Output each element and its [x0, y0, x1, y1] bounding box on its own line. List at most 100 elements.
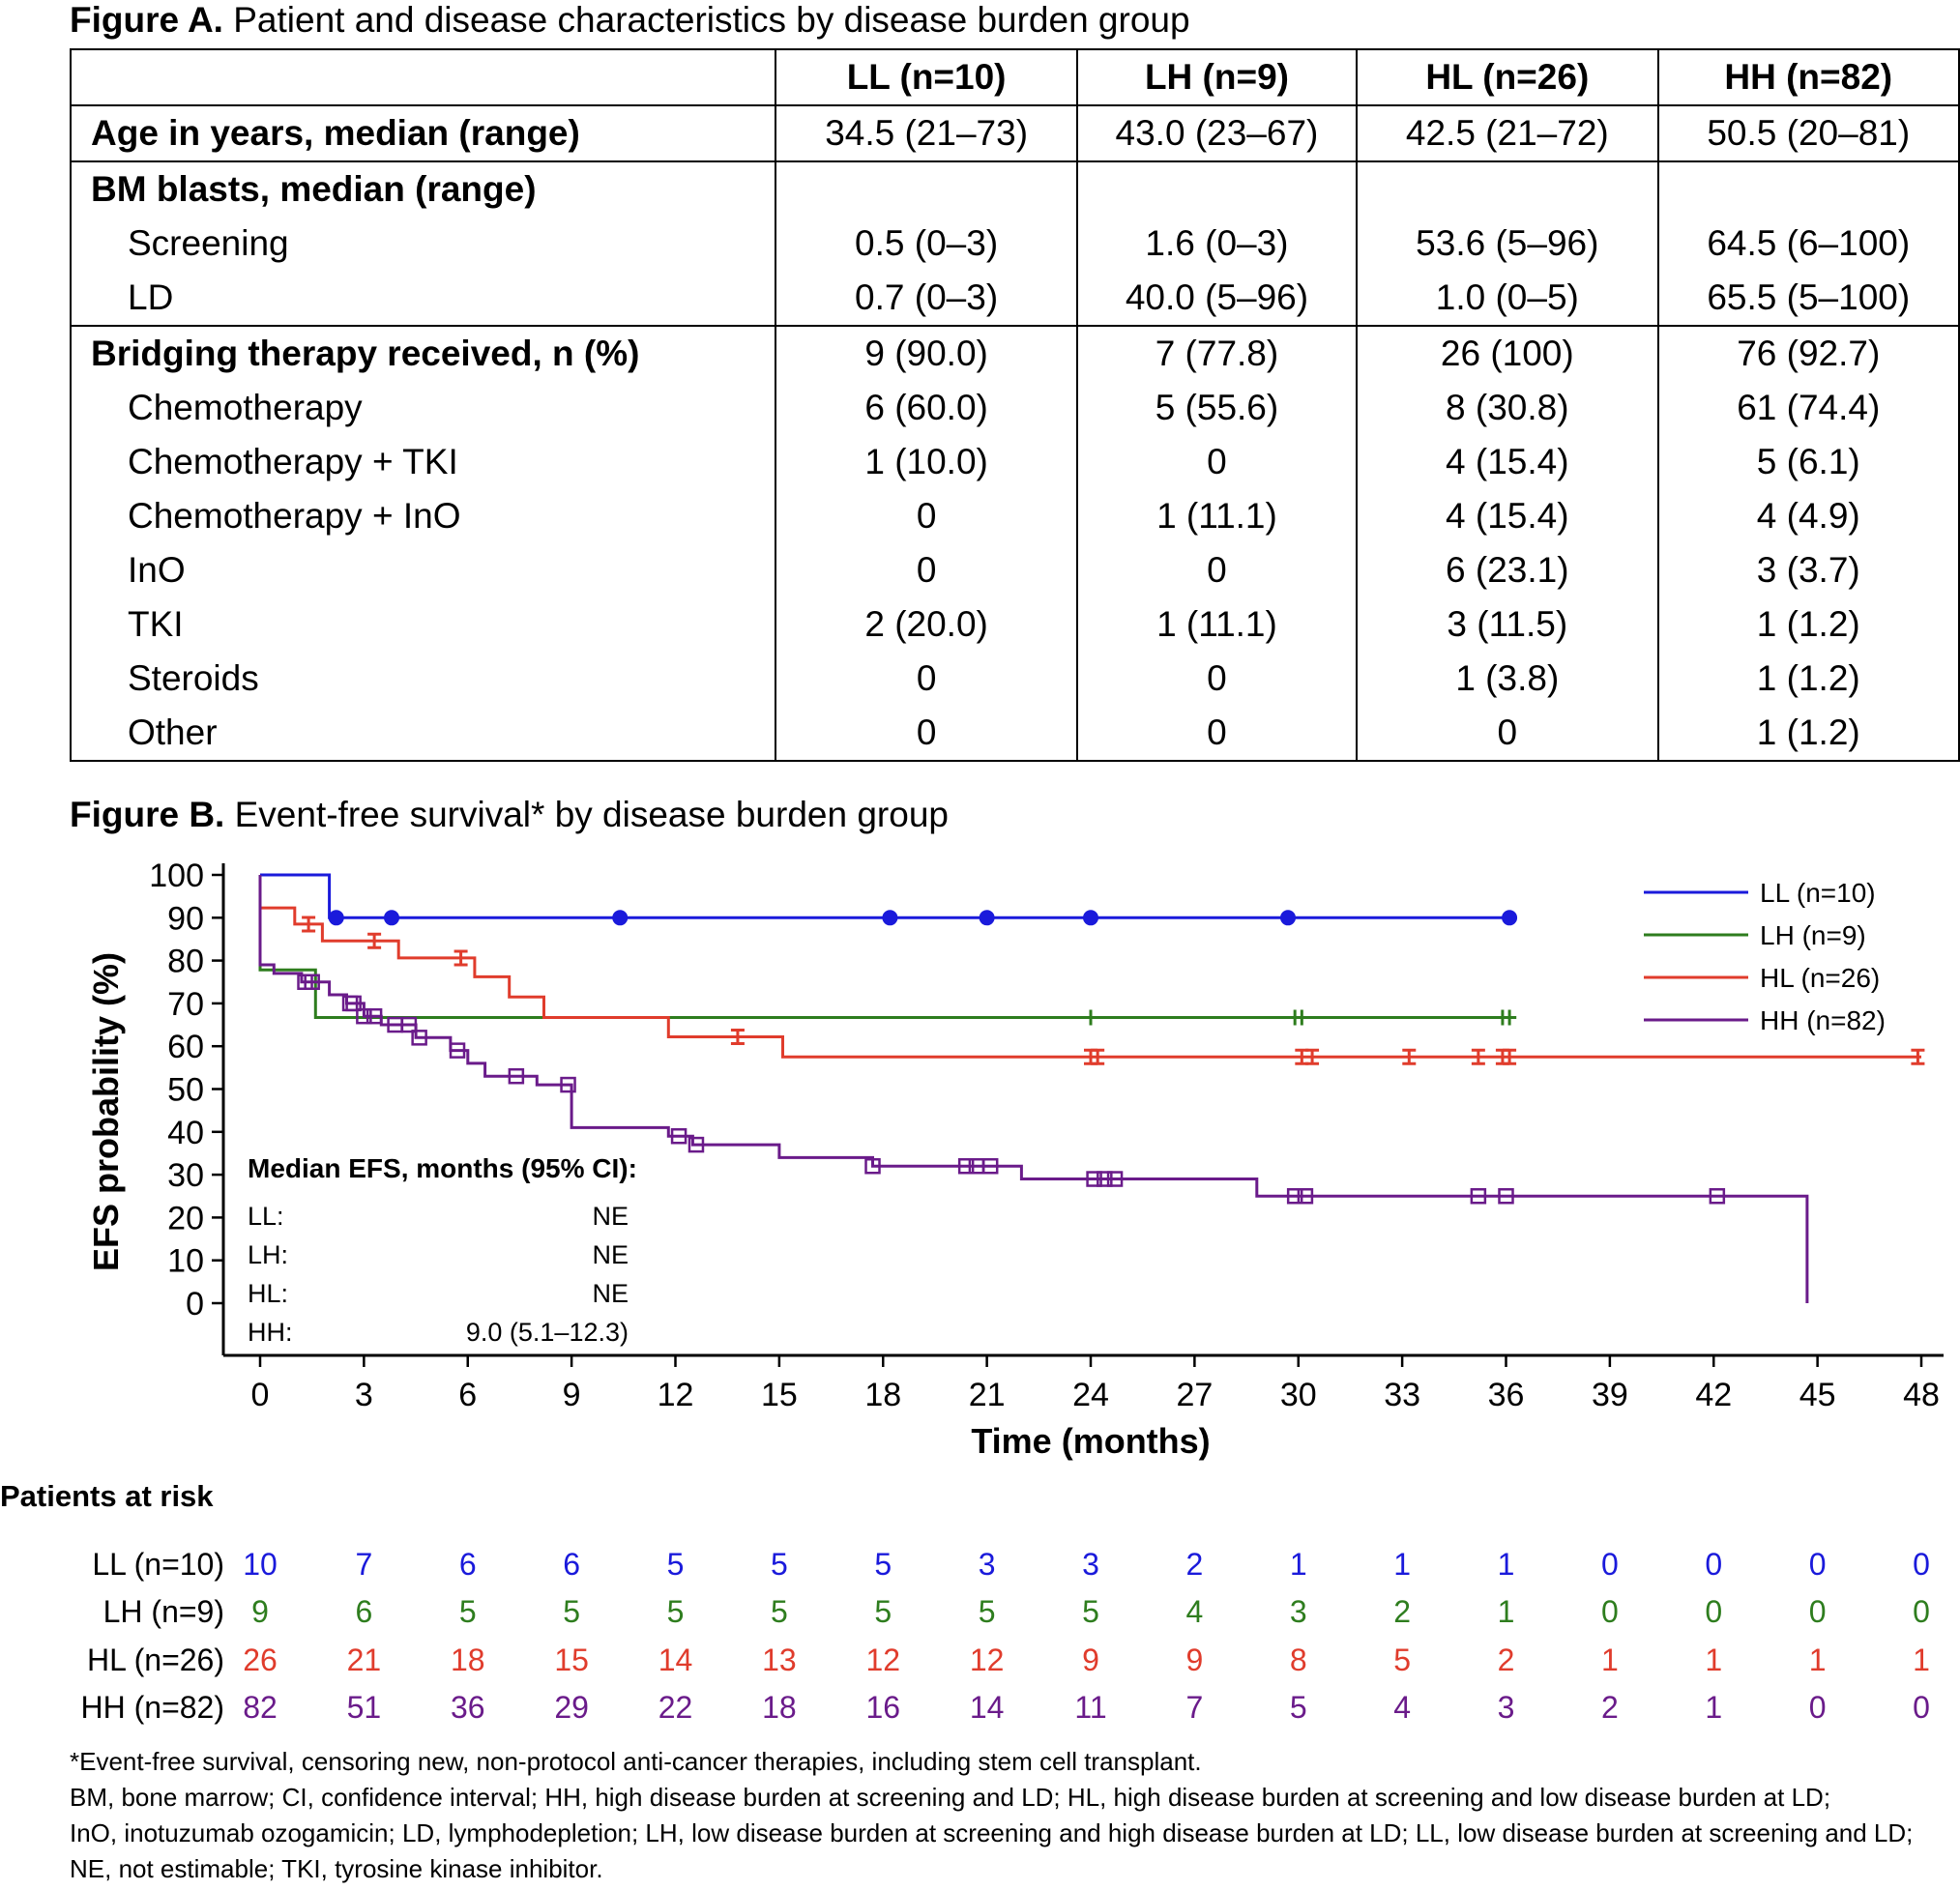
at-risk-value: 6 [355, 1594, 373, 1629]
censor-marker [687, 1136, 705, 1153]
y-tick-label: 10 [167, 1243, 204, 1280]
at-risk-value: 2 [1600, 1690, 1619, 1725]
x-tick-label: 48 [1903, 1377, 1940, 1413]
censor-marker [1286, 1188, 1303, 1205]
table-header-cell [71, 49, 776, 106]
censor-marker [1402, 1048, 1417, 1065]
row-label: Screening [128, 223, 289, 263]
at-risk-value: 4 [1393, 1690, 1412, 1725]
table-cell: 0 [1356, 706, 1658, 761]
censor-marker [1086, 1171, 1102, 1187]
censor-marker [400, 1016, 418, 1033]
at-risk-value: 5 [770, 1594, 788, 1629]
at-risk-value: 1 [1705, 1643, 1723, 1677]
table-row: TKI 2 (20.0) 1 (11.1) 3 (11.5) 1 (1.2) [71, 597, 1959, 652]
at-risk-value: 18 [762, 1690, 797, 1725]
at-risk-value: 16 [865, 1690, 901, 1725]
table-cell [1356, 161, 1658, 217]
km-curve-hh [258, 875, 1809, 1303]
at-risk-value: 6 [458, 1547, 477, 1582]
row-label: Steroids [128, 658, 259, 698]
y-tick-label: 90 [167, 900, 204, 937]
censor-marker [328, 910, 344, 926]
at-risk-value: 2 [1185, 1547, 1204, 1582]
table-cell: 3 (11.5) [1356, 597, 1658, 652]
row-label: Chemotherapy [128, 388, 363, 427]
at-risk-value: 51 [346, 1690, 382, 1725]
censor-marker [411, 1030, 427, 1046]
at-risk-value: 1 [1808, 1643, 1827, 1677]
table-cell [1656, 161, 1959, 217]
table-cell: 34.5 (21–73) [775, 105, 1077, 162]
censor-marker [1097, 1171, 1113, 1187]
at-risk-value: 6 [563, 1547, 581, 1582]
y-tick-label: 70 [167, 986, 204, 1023]
row-label: Other [128, 712, 218, 752]
at-risk-value: 0 [1808, 1594, 1827, 1629]
footnote: BM, bone marrow; CI, confidence interval… [70, 1783, 1831, 1812]
table-cell: 1 (1.2) [1656, 652, 1959, 706]
table-cell: 1 (1.2) [1656, 597, 1959, 652]
legend-label: HL (n=26) [1760, 963, 1880, 993]
table-cell: 1 (3.8) [1356, 652, 1658, 706]
at-risk-value: 7 [1185, 1690, 1204, 1725]
figure-a-title-bold: Figure A. [70, 0, 223, 40]
censor-marker [1305, 1048, 1320, 1065]
x-tick-label: 15 [761, 1377, 798, 1413]
table-cell: 65.5 (5–100) [1656, 271, 1959, 327]
table-row: Chemotherapy + InO 0 1 (11.1) 4 (15.4) 4… [71, 489, 1959, 543]
row-label: Chemotherapy + InO [128, 496, 461, 536]
figure-a-title-text: Patient and disease characteristics by d… [222, 0, 1190, 40]
table-cell: 61 (74.4) [1656, 381, 1959, 435]
at-risk-row-label: HL (n=26) [87, 1643, 224, 1677]
row-label: BM blasts, median (range) [91, 169, 537, 209]
table-cell: 4 (15.4) [1356, 435, 1658, 489]
y-tick-label: 60 [167, 1029, 204, 1065]
table-row: Age in years, median (range) 34.5 (21–73… [71, 105, 1959, 162]
at-risk-value: 9 [1082, 1643, 1099, 1677]
table-cell: 1 (11.1) [1075, 489, 1358, 543]
table-cell: 50.5 (20–81) [1656, 105, 1959, 162]
at-risk-value: 13 [762, 1643, 797, 1677]
at-risk-value: 5 [666, 1547, 685, 1582]
censor-marker [1471, 1048, 1485, 1065]
at-risk-value: 26 [243, 1643, 278, 1677]
median-efs-row-value: 9.0 (5.1–12.3) [466, 1318, 629, 1347]
at-risk-value: 1 [1913, 1643, 1930, 1677]
table-cell: 4 (15.4) [1356, 489, 1658, 543]
x-tick-label: 36 [1488, 1377, 1525, 1413]
table-row: BM blasts, median (range) [71, 161, 1959, 217]
censor-marker [508, 1067, 525, 1085]
at-risk-value: 5 [978, 1594, 996, 1629]
at-risk-value: 15 [554, 1643, 589, 1677]
table-cell: 26 (100) [1356, 326, 1658, 381]
row-label: Bridging therapy received, n (%) [91, 334, 640, 373]
table-cell: 5 (55.6) [1075, 381, 1358, 435]
censor-marker [1911, 1048, 1925, 1065]
at-risk-value: 18 [450, 1643, 485, 1677]
at-risk-value: 3 [1289, 1594, 1307, 1629]
km-curve-ll [260, 873, 1507, 919]
censor-marker [1503, 1048, 1517, 1065]
at-risk-value: 29 [554, 1690, 589, 1725]
footnote: InO, inotuzumab ozogamicin; LD, lymphode… [70, 1818, 1914, 1847]
x-tick-label: 12 [658, 1377, 694, 1413]
censor-marker [981, 1157, 999, 1175]
table-cell: 0 [1075, 706, 1358, 761]
x-axis-label: Time (months) [971, 1421, 1210, 1461]
at-risk-row-label: HH (n=82) [80, 1690, 225, 1725]
x-tick-label: 33 [1384, 1377, 1420, 1413]
table-cell: 0 [775, 543, 1077, 597]
table-cell: 9 (90.0) [775, 326, 1077, 381]
censor-marker [453, 949, 468, 967]
censor-marker [1083, 910, 1098, 926]
legend-label: LL (n=10) [1760, 878, 1876, 908]
row-label: TKI [128, 604, 184, 644]
censor-marker [356, 1007, 372, 1025]
censor-marker [304, 974, 320, 990]
censor-marker [345, 995, 362, 1012]
table-row: Bridging therapy received, n (%) 9 (90.0… [71, 326, 1959, 381]
at-risk-value: 12 [969, 1643, 1005, 1677]
km-curve-hl [258, 875, 1921, 1059]
median-efs-row-value: NE [592, 1202, 629, 1231]
